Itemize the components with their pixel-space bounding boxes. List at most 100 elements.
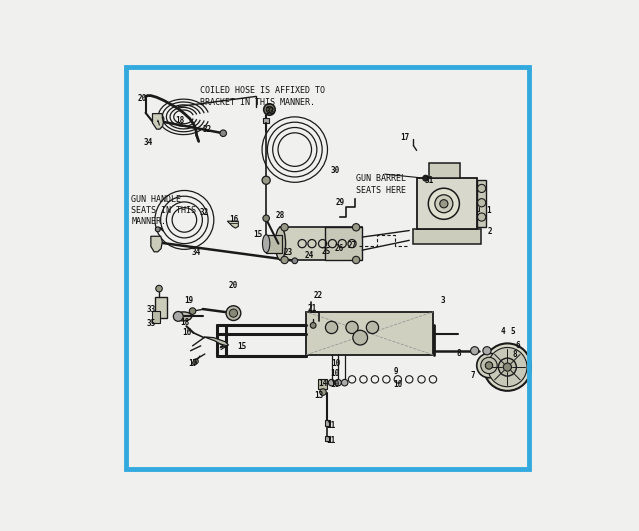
Circle shape [366,321,378,333]
Circle shape [341,379,348,386]
Text: 20: 20 [138,94,148,103]
Circle shape [155,227,160,232]
Text: 16: 16 [229,216,238,225]
Text: 15: 15 [237,342,246,351]
Circle shape [353,224,360,231]
Text: 32: 32 [203,125,212,134]
Circle shape [335,379,341,386]
Text: 35: 35 [146,319,155,328]
Circle shape [477,199,486,207]
Circle shape [226,306,241,321]
Text: 23: 23 [283,248,293,257]
Circle shape [320,389,327,395]
Text: 8: 8 [512,349,517,358]
Bar [155,297,167,318]
Text: 10: 10 [393,380,403,389]
Text: 17: 17 [401,133,410,142]
Circle shape [481,357,497,374]
Circle shape [484,344,531,391]
Bar [325,227,362,260]
Ellipse shape [275,227,286,260]
Text: 22: 22 [314,292,323,301]
Text: 6: 6 [515,340,520,349]
Circle shape [229,309,238,317]
Circle shape [194,359,198,364]
Circle shape [311,322,316,328]
Text: 16: 16 [182,328,191,337]
Text: 14: 14 [318,379,327,388]
Circle shape [504,363,511,371]
Text: 8: 8 [456,349,461,358]
Bar [153,311,160,323]
Bar [318,379,327,389]
Circle shape [423,175,429,181]
Text: 21: 21 [307,304,316,313]
Text: 26: 26 [334,244,344,253]
Circle shape [262,176,270,184]
Text: 10: 10 [330,380,339,389]
Circle shape [477,353,501,378]
Circle shape [173,312,183,321]
Polygon shape [227,221,238,228]
Circle shape [485,362,493,369]
Circle shape [435,195,453,213]
Text: 34: 34 [144,138,153,147]
Text: 33: 33 [146,305,155,314]
Text: 18: 18 [181,318,190,327]
Text: GUN BARREL
SEATS HERE: GUN BARREL SEATS HERE [356,174,406,194]
Circle shape [281,224,288,231]
Bar [429,162,459,178]
Bar [325,436,330,441]
Text: 30: 30 [331,166,341,175]
Text: 9: 9 [394,367,399,376]
Text: 3: 3 [440,296,445,305]
Text: 34: 34 [191,248,201,257]
Circle shape [477,213,486,221]
Text: 2: 2 [488,227,493,236]
Text: 25: 25 [322,247,331,256]
Circle shape [477,184,486,193]
Bar [417,178,477,229]
Circle shape [328,379,335,386]
Ellipse shape [263,235,270,253]
Text: 29: 29 [335,198,344,207]
Text: 7: 7 [470,371,475,380]
Bar [263,118,270,123]
Text: 33: 33 [266,107,275,116]
Text: COILED HOSE IS AFFIXED TO
BRACKET IN THIS MANNER.: COILED HOSE IS AFFIXED TO BRACKET IN THI… [200,86,325,107]
Bar [413,229,481,244]
Text: 11: 11 [326,436,335,445]
Text: 1: 1 [487,207,491,216]
Text: 11: 11 [326,421,335,430]
Circle shape [498,358,516,376]
Circle shape [470,347,479,355]
Polygon shape [151,236,162,252]
Text: 5: 5 [510,327,514,336]
Circle shape [488,347,527,387]
Circle shape [266,106,273,113]
Text: 13: 13 [314,391,324,400]
Text: 32: 32 [199,209,209,218]
Circle shape [325,321,337,333]
Text: 10: 10 [331,358,341,367]
Circle shape [156,285,162,292]
Circle shape [264,104,275,115]
Text: GUN HANDLE
SEATS IN THIS
MANNER.: GUN HANDLE SEATS IN THIS MANNER. [131,194,196,226]
Circle shape [281,256,288,264]
Circle shape [220,130,226,136]
Text: 17: 17 [188,358,197,367]
Circle shape [353,330,367,345]
Text: 24: 24 [304,251,314,260]
Polygon shape [204,337,229,347]
Circle shape [346,321,358,333]
Ellipse shape [175,312,192,321]
Circle shape [483,347,491,355]
Text: 31: 31 [424,176,433,185]
Bar [281,227,362,260]
Circle shape [192,361,197,365]
Circle shape [189,308,196,314]
Bar [306,312,433,355]
Circle shape [428,188,459,219]
Text: 18: 18 [175,116,184,125]
Circle shape [353,256,360,264]
